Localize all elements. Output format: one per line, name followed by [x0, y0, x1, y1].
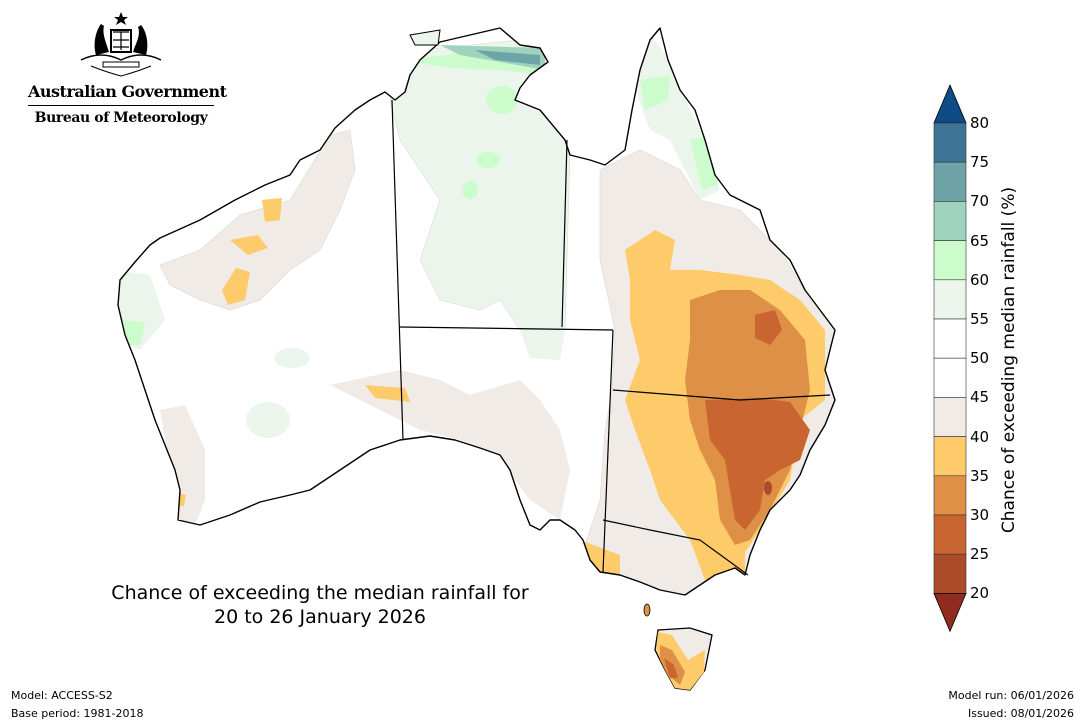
model-name: Model: ACCESS-S2 [11, 689, 113, 702]
model-run-date: Model run: 06/01/2026 [948, 689, 1074, 702]
colorbar-extend-max [933, 83, 967, 124]
issued-date: Issued: 08/01/2026 [967, 707, 1074, 720]
map-title-line1: Chance of exceeding the median rainfall … [111, 582, 529, 604]
colorbar-tick: 30 [970, 506, 990, 524]
colorbar-bin [933, 201, 967, 241]
agency-name: Bureau of Meteorology [34, 110, 208, 126]
colorbar-bin [933, 122, 967, 163]
org-name: Australian Government [28, 82, 227, 101]
colorbar-extend-min [933, 593, 967, 633]
base-period: Base period: 1981-2018 [11, 707, 144, 720]
footer-left: Model: ACCESS-S2 Base period: 1981-2018 [11, 687, 143, 723]
colorbar-tick: 35 [970, 466, 990, 485]
colorbar-tick: 70 [970, 192, 990, 211]
bom-logo: Australian Government Bureau of Meteorol… [28, 10, 227, 126]
colorbar-tick: 25 [970, 545, 990, 564]
colorbar-bin [933, 357, 967, 398]
state-borders [391, 99, 831, 576]
colorbar-tick: 40 [970, 427, 990, 446]
colorbar-tick: 50 [970, 349, 990, 368]
colorbar-bin [933, 436, 967, 477]
coat-of-arms-icon [80, 12, 162, 77]
colorbar-label: Chance of exceeding median rainfall (%) [999, 186, 1019, 534]
colorbar-bin [933, 161, 967, 202]
colorbar-tick: 75 [970, 153, 990, 172]
divider [28, 105, 214, 106]
colorbar-bin [933, 553, 967, 594]
colorbar-tick: 60 [970, 270, 990, 289]
map-title: Chance of exceeding the median rainfall … [60, 581, 580, 629]
tasmania [643, 603, 713, 691]
colorbar-tick: 80 [970, 114, 990, 132]
map-title-line2: 20 to 26 January 2026 [214, 606, 426, 628]
colorbar-bin [933, 514, 967, 555]
coastline [117, 27, 836, 596]
colorbar-bin [933, 279, 967, 320]
colorbar-tick: 65 [970, 231, 990, 250]
colorbar-bin [933, 397, 967, 437]
colorbar-tick: 55 [970, 310, 990, 328]
colorbar-bin [933, 318, 967, 359]
colorbar-tick: 20 [970, 584, 990, 603]
colorbar-tick: 45 [970, 388, 990, 407]
colorbar-bin [933, 475, 967, 516]
colorbar-bin [933, 240, 967, 281]
colorbar [933, 83, 967, 633]
footer-right: Model run: 06/01/2026 Issued: 08/01/2026 [948, 687, 1074, 723]
